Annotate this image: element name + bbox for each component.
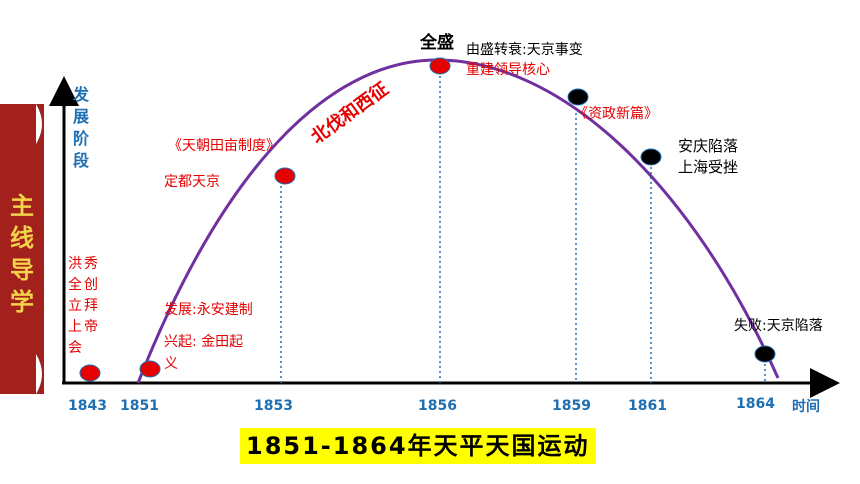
bottom-title-text: 年天平天国运动 (407, 432, 590, 460)
annotation-xingqi-tail: 义 (164, 356, 178, 372)
annotation-shibai: 失败:天京陷落 (734, 318, 823, 334)
annotation-anqing: 安庆陷落 (678, 137, 739, 155)
point-1856 (429, 57, 451, 75)
point-1851 (139, 360, 161, 378)
annotation-shanghai: 上海受挫 (678, 158, 739, 176)
x-tick-1853: 1853 (254, 398, 293, 414)
side-panel-char-2: 线 (10, 224, 34, 252)
point-1861 (640, 148, 662, 166)
y-axis-label-char-3: 阶 (72, 129, 89, 148)
y-axis-label-char-2: 展 (72, 107, 89, 126)
x-axis-label: 时间 (792, 399, 820, 415)
point-1859 (567, 88, 589, 106)
annotation-xingqi: 兴起: 金田起 (164, 334, 244, 350)
bottom-title: 1851-1864年天平天国运动 (240, 428, 596, 464)
annotation-chongjian: 重建领导核心 (466, 62, 550, 78)
point-1843 (79, 364, 101, 382)
annotation-fazhan: 发展:永安建制 (164, 302, 253, 318)
x-tick-1861: 1861 (628, 398, 667, 414)
bottom-title-years: 1851-1864 (246, 432, 408, 460)
annotation-quansheng: 全盛 (420, 33, 454, 53)
y-axis-label-char-1: 发 (72, 85, 89, 104)
annotation-zizheng: 《资政新篇》 (574, 106, 658, 122)
side-panel: 主 线 导 学 (0, 104, 44, 394)
point-1853 (274, 167, 296, 185)
x-tick-1851: 1851 (120, 398, 159, 414)
side-panel-char-1: 主 (10, 192, 34, 220)
x-tick-1859: 1859 (552, 398, 591, 414)
x-tick-1856: 1856 (418, 398, 457, 414)
side-panel-char-4: 学 (10, 288, 34, 316)
annotation-tianchao: 《天朝田亩制度》 (168, 138, 280, 154)
x-tick-1864: 1864 (736, 396, 775, 412)
side-panel-notch (36, 104, 42, 394)
point-1864 (754, 345, 776, 363)
annotation-dingdu: 定都天京 (164, 174, 220, 190)
annotation-youshengzhuanshuai: 由盛转衰:天京事变 (466, 42, 583, 58)
x-tick-1843: 1843 (68, 398, 107, 414)
y-axis-label-char-4: 段 (72, 151, 89, 170)
side-panel-char-3: 导 (10, 256, 34, 284)
